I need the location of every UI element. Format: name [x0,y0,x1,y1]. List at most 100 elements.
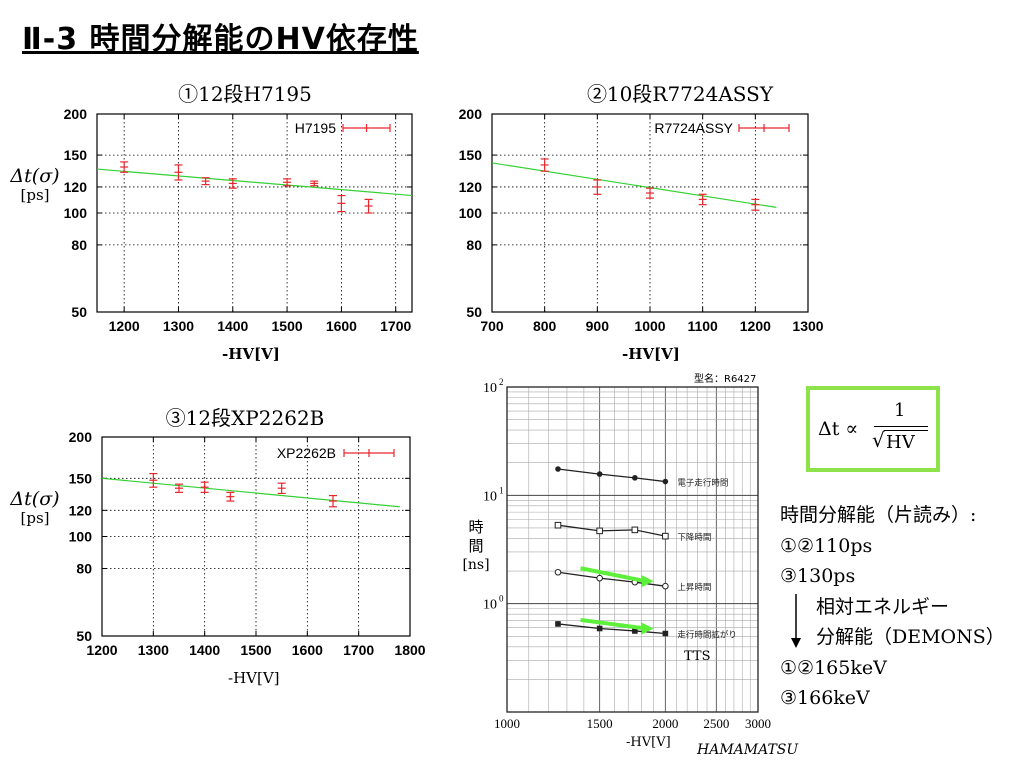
y-tick-label: 10 [483,598,497,613]
plot1-ylabel-unit: [ps] [20,186,50,204]
highlight-arrow-head [641,575,654,588]
data-point [662,478,669,485]
y-tick-label: 100 [69,529,93,545]
plot3-xlabel: -HV[V] [228,669,280,687]
plot3-ylabel-unit: [ps] [20,509,50,527]
y-tick-label: 200 [459,106,483,122]
x-tick-label: 3000 [745,716,771,731]
plot-frame [506,386,759,713]
x-tick-label: 1800 [394,642,425,658]
y-tick-label: 100 [459,205,483,221]
formula-fraction-bar [874,426,928,427]
data-point [596,471,603,477]
plot3-title: ③12段XP2262B [165,406,325,430]
plot2-xlabel: -HV[V] [622,345,680,363]
y-tick-label: 150 [459,147,483,163]
plot-frame [491,113,809,313]
data-point [555,621,561,627]
y-tick-label: 80 [71,237,87,253]
hamamatsu-ylabel-2: 間 [468,537,484,555]
x-tick-label: 900 [586,318,610,334]
x-tick-label: 1500 [240,642,271,658]
fit-line [101,477,400,508]
y-tick-label: 120 [459,179,483,195]
hamamatsu-ylabel: 時 間 [ns] [458,518,494,575]
x-tick-label: 700 [480,318,504,334]
x-tick-label: 1500 [587,716,613,731]
plot3-ylabel-main: Δt(σ) [10,488,60,510]
plot1-ylabel-main: Δt(σ) [10,165,60,187]
x-tick-label: 1000 [494,716,520,731]
y-tick-exponent: 1 [499,485,504,495]
plot1-title: ①12段H7195 [178,82,312,106]
series-line [557,623,666,635]
fit-line [491,162,777,208]
x-tick-label: 800 [533,318,557,334]
series-line [557,571,666,587]
y-tick-label: 100 [64,205,88,221]
y-tick-label: 150 [64,147,88,163]
notes-line5: ①②165keV [780,656,887,679]
data-point [555,466,561,472]
y-tick-label: 200 [64,106,88,122]
x-tick-label: 1300 [138,642,169,658]
plot1-xlabel: -HV[V] [222,345,280,363]
data-point [662,630,669,637]
x-tick-label: 1000 [634,318,665,334]
x-tick-label: 1700 [380,318,411,334]
series-line [557,524,666,537]
x-tick-label: 1500 [272,318,303,334]
series-label: 電子走行時間 [677,478,728,489]
x-tick-label: 1300 [792,318,823,334]
sqrt-icon: √ [872,428,885,452]
x-tick-label: 1300 [163,318,194,334]
fit-line [96,168,413,197]
y-tick-label: 80 [466,237,482,253]
slide-title: Ⅱ-3 時間分解能のHV依存性 [22,22,419,57]
plot-frame [96,113,413,313]
y-tick-label: 50 [466,304,482,320]
data-point [554,521,562,529]
data-point [631,578,639,586]
x-tick-label: 2500 [703,716,729,731]
notes-line1: ①②110ps [780,534,873,557]
x-tick-label: 1200 [109,318,140,334]
sqrt-overline [884,430,928,431]
data-point [596,625,603,632]
y-tick-exponent: 2 [499,377,504,387]
formula-box: Δt ∝ 1 √ HV [806,386,940,472]
plot3-ylabel: Δt(σ) [ps] [2,490,68,526]
y-tick-label: 120 [69,502,93,518]
y-tick-label: 50 [71,304,87,320]
highlight-arrow-head [641,622,654,635]
x-tick-label: 2000 [652,716,678,731]
data-point [662,582,669,590]
data-point [662,532,669,540]
formula-numerator: 1 [894,400,906,421]
hamamatsu-ylabel-unit: [ns] [462,557,490,573]
notes-heading: 時間分解能（片読み）: [780,504,977,526]
data-point [596,574,603,582]
notes-line2: ③130ps [780,565,856,587]
formula-lhs: Δt ∝ [818,418,859,440]
x-tick-label: 1700 [343,642,374,658]
y-tick-label: 10 [483,489,497,504]
y-tick-label: 50 [76,628,92,644]
y-tick-label: 150 [69,470,93,486]
legend-label: R7724ASSY [654,120,733,136]
notes-line3: 相対エネルギー [816,595,950,618]
series-label: 走行時間拡がり [677,630,737,641]
data-point [554,568,562,576]
x-tick-label: 1600 [292,642,323,658]
x-tick-label: 1200 [86,642,117,658]
y-tick-label: 80 [76,561,92,577]
hamamatsu-xlabel: -HV[V] [626,735,671,750]
hamamatsu-tts-label: TTS [684,649,711,664]
x-tick-label: 1400 [217,318,248,334]
notes-panel: 時間分解能（片読み）: ①②110ps ③130ps 相対エネルギー 分解能（D… [780,500,1005,714]
x-tick-label: 1600 [326,318,357,334]
plot1-ylabel: Δt(σ) [ps] [2,167,68,203]
highlight-arrow [580,617,646,631]
y-tick-label: 10 [483,381,497,396]
x-tick-label: 1400 [189,642,220,658]
